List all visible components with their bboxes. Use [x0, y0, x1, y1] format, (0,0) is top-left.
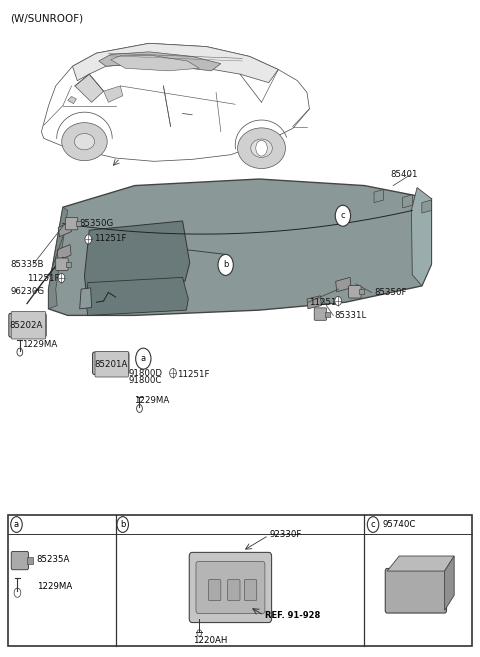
Polygon shape [387, 556, 454, 571]
Polygon shape [68, 97, 76, 104]
Circle shape [335, 205, 350, 226]
Circle shape [197, 630, 202, 637]
Circle shape [335, 296, 341, 306]
Polygon shape [374, 189, 384, 202]
Circle shape [137, 405, 143, 413]
Ellipse shape [62, 123, 107, 161]
Text: 96230G: 96230G [10, 287, 44, 296]
FancyBboxPatch shape [208, 579, 221, 600]
Polygon shape [111, 56, 199, 71]
Polygon shape [422, 200, 432, 213]
Text: b: b [223, 260, 228, 269]
Text: 11251F: 11251F [27, 273, 60, 283]
Text: 11251F: 11251F [310, 298, 342, 307]
Text: 1229MA: 1229MA [134, 396, 169, 405]
Polygon shape [84, 221, 190, 289]
FancyBboxPatch shape [348, 286, 361, 298]
Polygon shape [104, 86, 123, 102]
Text: 1220AH: 1220AH [193, 637, 228, 645]
Text: 1229MA: 1229MA [36, 581, 72, 591]
Text: 1229MA: 1229MA [22, 340, 58, 349]
FancyBboxPatch shape [189, 553, 272, 623]
Polygon shape [336, 277, 351, 292]
Text: 85335B: 85335B [10, 260, 44, 269]
FancyBboxPatch shape [9, 313, 46, 337]
Text: 91800D: 91800D [129, 369, 163, 378]
Circle shape [117, 516, 129, 532]
Text: 85350G: 85350G [80, 219, 114, 228]
Circle shape [367, 516, 379, 532]
Polygon shape [48, 207, 68, 309]
Text: 11251F: 11251F [94, 233, 127, 242]
FancyBboxPatch shape [11, 311, 46, 339]
Text: 85401: 85401 [391, 170, 418, 179]
Polygon shape [87, 277, 188, 315]
Text: 95740C: 95740C [383, 520, 416, 529]
Circle shape [17, 348, 23, 356]
Polygon shape [99, 52, 221, 71]
Polygon shape [80, 288, 92, 309]
Text: c: c [341, 212, 345, 220]
Text: a: a [14, 520, 19, 529]
Circle shape [256, 141, 267, 156]
Text: c: c [371, 520, 375, 529]
Text: (W/SUNROOF): (W/SUNROOF) [10, 14, 84, 24]
Bar [66, 261, 71, 267]
Polygon shape [48, 179, 432, 315]
FancyBboxPatch shape [244, 579, 257, 600]
Bar [76, 221, 81, 226]
Bar [8, 515, 472, 646]
Polygon shape [72, 43, 278, 83]
Circle shape [169, 369, 176, 378]
FancyBboxPatch shape [385, 568, 446, 613]
Polygon shape [57, 244, 71, 260]
Polygon shape [58, 222, 72, 237]
Text: 85235A: 85235A [36, 555, 70, 564]
Text: a: a [141, 354, 146, 363]
Text: 92330F: 92330F [270, 530, 302, 539]
Ellipse shape [238, 128, 286, 169]
Polygon shape [411, 187, 432, 286]
Bar [27, 557, 33, 564]
FancyBboxPatch shape [56, 258, 68, 271]
Text: 11251F: 11251F [177, 370, 209, 379]
Circle shape [85, 235, 92, 244]
Text: 85201A: 85201A [94, 360, 127, 369]
Ellipse shape [251, 139, 272, 158]
Polygon shape [403, 194, 412, 208]
Text: REF. 91-928: REF. 91-928 [265, 612, 320, 620]
FancyBboxPatch shape [228, 579, 240, 600]
Text: 85202A: 85202A [9, 321, 43, 330]
FancyBboxPatch shape [65, 217, 78, 230]
FancyBboxPatch shape [93, 352, 129, 374]
FancyBboxPatch shape [11, 551, 28, 570]
Bar [359, 289, 364, 294]
Circle shape [218, 254, 233, 275]
Circle shape [58, 273, 65, 283]
Text: b: b [120, 520, 125, 529]
Circle shape [136, 348, 151, 369]
Polygon shape [75, 74, 104, 102]
Text: 85350F: 85350F [374, 288, 407, 297]
Circle shape [11, 516, 22, 532]
Bar [324, 311, 329, 317]
FancyBboxPatch shape [314, 308, 326, 321]
Text: 91800C: 91800C [129, 376, 162, 386]
Circle shape [14, 588, 21, 597]
Polygon shape [444, 556, 454, 610]
Text: 85331L: 85331L [335, 311, 367, 320]
FancyBboxPatch shape [196, 562, 265, 614]
Polygon shape [307, 296, 322, 309]
FancyBboxPatch shape [95, 351, 129, 377]
Ellipse shape [74, 133, 95, 150]
